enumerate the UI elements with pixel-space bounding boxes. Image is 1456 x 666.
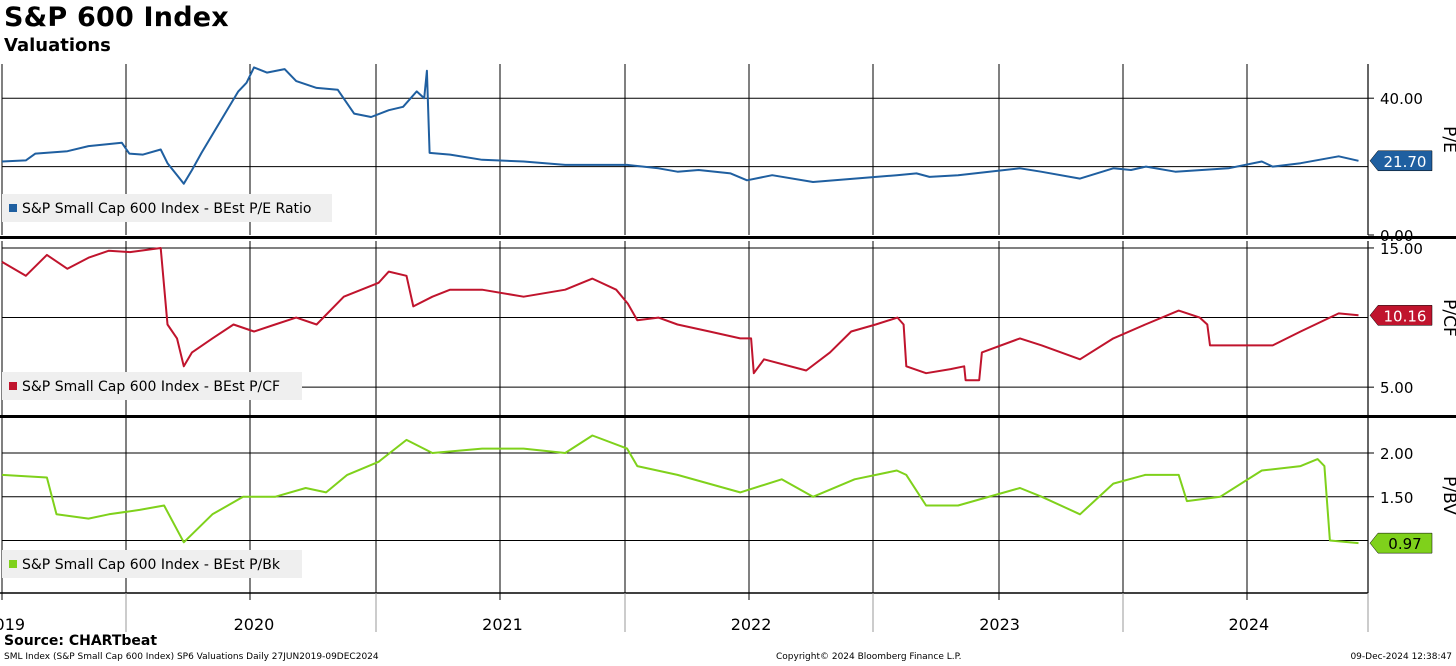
legend-label: S&P Small Cap 600 Index - BEst P/E Ratio bbox=[22, 201, 311, 217]
legend-box bbox=[2, 372, 302, 400]
chart-subtitle: Valuations bbox=[4, 35, 111, 56]
last-value-label: 0.97 bbox=[1388, 535, 1421, 553]
legend-box bbox=[2, 550, 302, 578]
footer-copyright: Copyright© 2024 Bloomberg Finance L.P. bbox=[776, 652, 962, 662]
x-tick-label: 2021 bbox=[482, 615, 523, 634]
axis-title: P/CF bbox=[1439, 299, 1456, 337]
last-value-label: 21.70 bbox=[1384, 153, 1427, 171]
legend-swatch bbox=[9, 560, 17, 568]
y-tick-label: 40.00 bbox=[1380, 90, 1423, 108]
chart-title: S&P 600 Index bbox=[4, 2, 229, 33]
footer-description: SML Index (S&P Small Cap 600 Index) SP6 … bbox=[4, 652, 379, 662]
y-tick-label: 5.00 bbox=[1380, 379, 1413, 397]
axis-title: P/E bbox=[1439, 126, 1456, 153]
series-line bbox=[1, 66, 1359, 185]
x-tick-label: 2022 bbox=[731, 615, 772, 634]
y-tick-label: 15.00 bbox=[1380, 240, 1423, 258]
legend-label: S&P Small Cap 600 Index - BEst P/CF bbox=[22, 379, 280, 395]
footer-timestamp: 09-Dec-2024 12:38:47 bbox=[1350, 652, 1452, 662]
last-value-label: 10.16 bbox=[1384, 307, 1427, 325]
series-line bbox=[1, 434, 1359, 545]
y-tick-label: 2.00 bbox=[1380, 445, 1413, 463]
legend-swatch bbox=[9, 382, 17, 390]
legend-box bbox=[2, 194, 332, 222]
x-tick-label: 2023 bbox=[979, 615, 1020, 634]
legend-label: S&P Small Cap 600 Index - BEst P/Bk bbox=[22, 557, 281, 573]
source-note: Source: CHARTbeat bbox=[4, 633, 158, 649]
legend-swatch bbox=[9, 204, 17, 212]
x-tick-label: 2020 bbox=[234, 615, 275, 634]
last-value-flag bbox=[1369, 150, 1433, 172]
series-line bbox=[1, 247, 1359, 382]
last-value-flag bbox=[1369, 532, 1433, 554]
axis-title: P/BV bbox=[1439, 476, 1456, 515]
last-value-flag bbox=[1369, 305, 1433, 326]
x-tick-label: 2019 bbox=[0, 615, 25, 634]
x-tick-label: 2024 bbox=[1228, 615, 1269, 634]
y-tick-label: 1.50 bbox=[1380, 489, 1413, 507]
